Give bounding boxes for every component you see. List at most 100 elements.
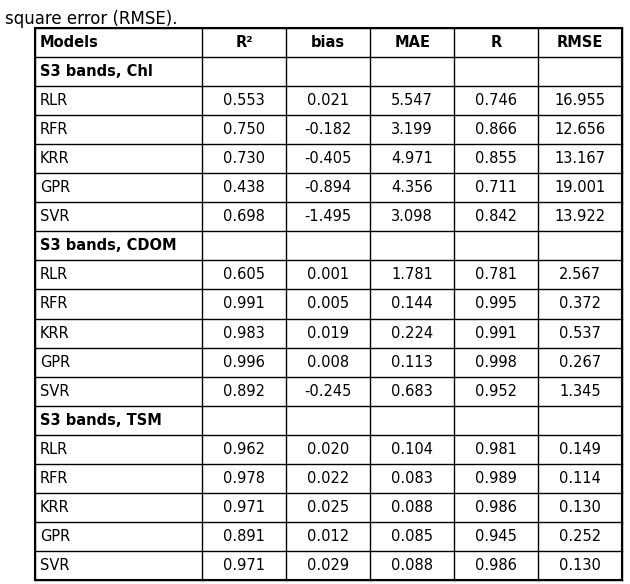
Text: 5.547: 5.547 xyxy=(391,93,433,108)
Text: 13.922: 13.922 xyxy=(554,209,605,224)
Text: 0.971: 0.971 xyxy=(223,558,265,573)
Text: -0.405: -0.405 xyxy=(304,151,352,166)
Text: 0.746: 0.746 xyxy=(475,93,517,108)
Text: 0.781: 0.781 xyxy=(475,267,517,283)
Text: 0.605: 0.605 xyxy=(223,267,265,283)
Text: RLR: RLR xyxy=(40,93,68,108)
Text: RMSE: RMSE xyxy=(557,35,603,50)
Text: 0.001: 0.001 xyxy=(307,267,349,283)
Text: 0.088: 0.088 xyxy=(391,500,433,515)
Text: 0.130: 0.130 xyxy=(559,558,601,573)
Text: RFR: RFR xyxy=(40,297,69,311)
Text: 0.553: 0.553 xyxy=(224,93,265,108)
Text: 3.098: 3.098 xyxy=(391,209,433,224)
Text: 0.438: 0.438 xyxy=(224,180,265,195)
Text: 0.892: 0.892 xyxy=(223,384,265,399)
Text: 0.891: 0.891 xyxy=(223,529,265,544)
Text: 0.083: 0.083 xyxy=(391,471,433,486)
Text: 0.104: 0.104 xyxy=(391,442,433,457)
Text: -0.182: -0.182 xyxy=(304,122,352,137)
Text: RFR: RFR xyxy=(40,471,69,486)
Text: 0.085: 0.085 xyxy=(391,529,433,544)
Text: RLR: RLR xyxy=(40,267,68,283)
Text: bias: bias xyxy=(311,35,345,50)
Text: 0.144: 0.144 xyxy=(391,297,433,311)
Text: 0.224: 0.224 xyxy=(391,325,433,340)
Text: SVR: SVR xyxy=(40,209,69,224)
Text: GPR: GPR xyxy=(40,354,71,370)
Text: GPR: GPR xyxy=(40,180,71,195)
Text: R: R xyxy=(491,35,501,50)
Text: 4.356: 4.356 xyxy=(391,180,433,195)
Text: S3 bands, TSM: S3 bands, TSM xyxy=(40,413,162,427)
Text: 0.866: 0.866 xyxy=(475,122,517,137)
Text: RFR: RFR xyxy=(40,122,69,137)
Text: KRR: KRR xyxy=(40,325,70,340)
Text: 0.962: 0.962 xyxy=(223,442,265,457)
Text: 4.971: 4.971 xyxy=(391,151,433,166)
Text: -1.495: -1.495 xyxy=(305,209,352,224)
Text: 0.088: 0.088 xyxy=(391,558,433,573)
Text: 0.149: 0.149 xyxy=(559,442,601,457)
Text: 0.372: 0.372 xyxy=(559,297,601,311)
Text: 0.022: 0.022 xyxy=(307,471,349,486)
Text: 0.971: 0.971 xyxy=(223,500,265,515)
Text: 0.978: 0.978 xyxy=(223,471,265,486)
Text: 0.991: 0.991 xyxy=(475,325,517,340)
Text: 0.698: 0.698 xyxy=(223,209,265,224)
Text: 0.945: 0.945 xyxy=(475,529,517,544)
Text: 0.842: 0.842 xyxy=(475,209,517,224)
Text: 0.981: 0.981 xyxy=(475,442,517,457)
Text: 0.730: 0.730 xyxy=(223,151,265,166)
Text: 16.955: 16.955 xyxy=(554,93,605,108)
Text: GPR: GPR xyxy=(40,529,71,544)
Text: S3 bands, CDOM: S3 bands, CDOM xyxy=(40,238,176,253)
Text: 0.008: 0.008 xyxy=(307,354,349,370)
Text: -0.894: -0.894 xyxy=(304,180,352,195)
Text: 0.986: 0.986 xyxy=(475,500,517,515)
Text: MAE: MAE xyxy=(394,35,430,50)
Text: 0.986: 0.986 xyxy=(475,558,517,573)
Text: 0.005: 0.005 xyxy=(307,297,349,311)
Text: 0.989: 0.989 xyxy=(475,471,517,486)
Text: 0.025: 0.025 xyxy=(307,500,349,515)
Text: RLR: RLR xyxy=(40,442,68,457)
Text: square error (RMSE).: square error (RMSE). xyxy=(5,10,178,28)
Text: 0.019: 0.019 xyxy=(307,325,349,340)
Text: 0.711: 0.711 xyxy=(475,180,517,195)
Text: 12.656: 12.656 xyxy=(554,122,605,137)
Text: 0.537: 0.537 xyxy=(559,325,601,340)
Text: R²: R² xyxy=(236,35,253,50)
Text: 0.998: 0.998 xyxy=(475,354,517,370)
Text: 0.267: 0.267 xyxy=(559,354,601,370)
Text: 0.995: 0.995 xyxy=(475,297,517,311)
Text: 0.029: 0.029 xyxy=(307,558,349,573)
Text: S3 bands, Chl: S3 bands, Chl xyxy=(40,64,153,79)
Text: 13.167: 13.167 xyxy=(554,151,605,166)
Text: 3.199: 3.199 xyxy=(391,122,433,137)
Text: 19.001: 19.001 xyxy=(554,180,605,195)
Text: 0.252: 0.252 xyxy=(559,529,601,544)
Text: SVR: SVR xyxy=(40,384,69,399)
Text: KRR: KRR xyxy=(40,500,70,515)
Text: 0.996: 0.996 xyxy=(223,354,265,370)
Text: 0.991: 0.991 xyxy=(223,297,265,311)
Text: 1.781: 1.781 xyxy=(391,267,433,283)
Text: 1.345: 1.345 xyxy=(559,384,601,399)
Text: KRR: KRR xyxy=(40,151,70,166)
Text: 0.113: 0.113 xyxy=(391,354,433,370)
Text: Models: Models xyxy=(40,35,99,50)
Text: 0.021: 0.021 xyxy=(307,93,349,108)
Text: 0.750: 0.750 xyxy=(223,122,265,137)
Text: 0.855: 0.855 xyxy=(475,151,517,166)
Text: 0.012: 0.012 xyxy=(307,529,349,544)
Text: 0.683: 0.683 xyxy=(391,384,433,399)
Text: 0.020: 0.020 xyxy=(307,442,349,457)
Text: 0.983: 0.983 xyxy=(224,325,265,340)
Text: 0.130: 0.130 xyxy=(559,500,601,515)
Text: SVR: SVR xyxy=(40,558,69,573)
Text: 0.114: 0.114 xyxy=(559,471,601,486)
Text: 2.567: 2.567 xyxy=(559,267,601,283)
Text: 0.952: 0.952 xyxy=(475,384,517,399)
Text: -0.245: -0.245 xyxy=(304,384,352,399)
